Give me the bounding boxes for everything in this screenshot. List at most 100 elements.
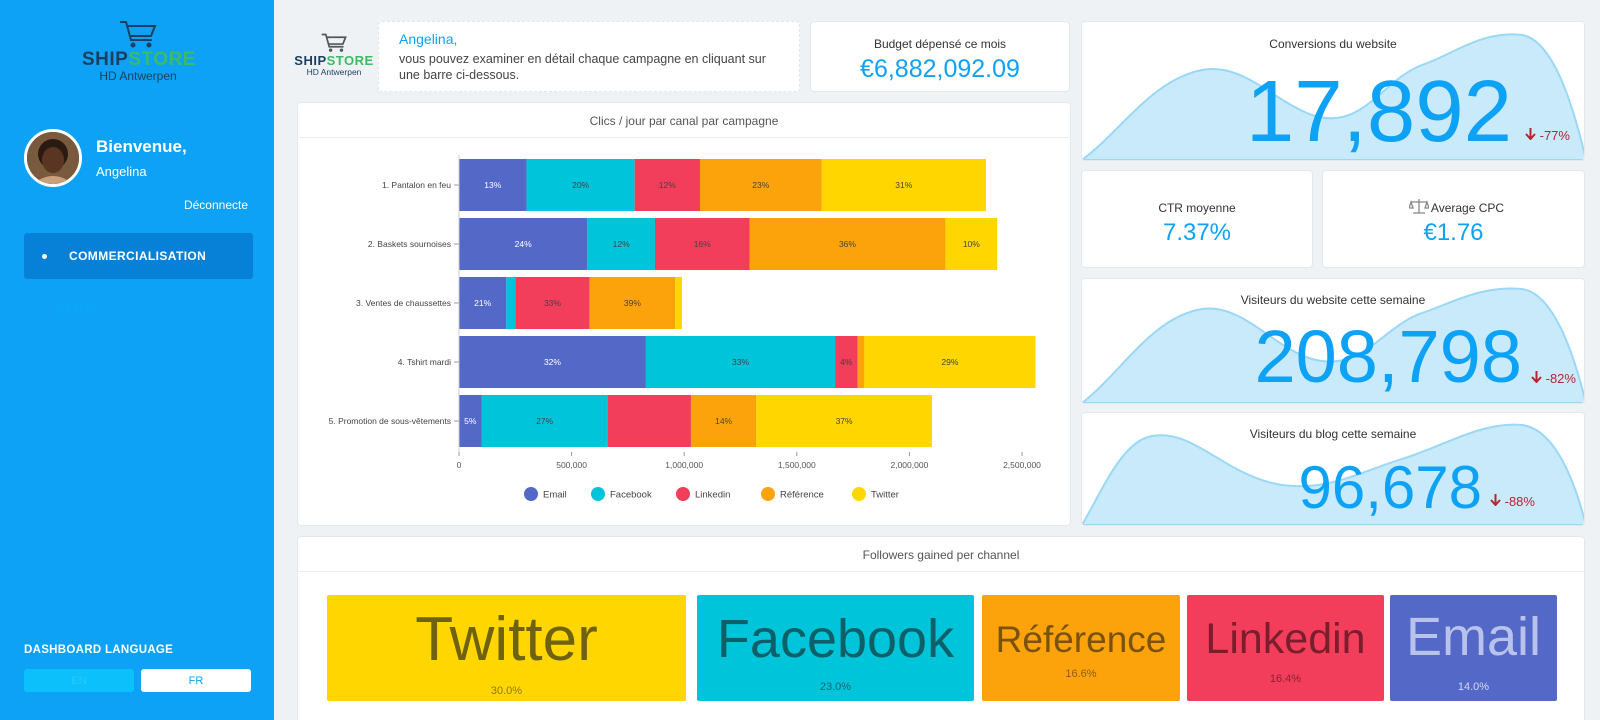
category-label: 5. Promotion de sous-vêtements [329, 416, 451, 426]
bar-segment[interactable] [459, 159, 527, 211]
language-en-button[interactable]: EN [24, 669, 134, 692]
bar-data-label: 32% [544, 357, 561, 367]
nav-item-commercialisation[interactable]: COMMERCIALISATION [24, 233, 253, 279]
follower-tile-linkedin[interactable]: Linkedin 16.4% [1187, 595, 1384, 701]
tile-name: Email [1405, 607, 1542, 667]
legend-label[interactable]: Linkedin [695, 490, 730, 501]
bar-segment[interactable] [459, 218, 588, 270]
bar-segment[interactable] [526, 159, 635, 211]
shopping-cart-icon [321, 33, 347, 52]
legend-label[interactable]: Facebook [610, 490, 652, 501]
bar-segment[interactable] [459, 277, 507, 329]
bar-segment[interactable] [654, 218, 750, 270]
cpc-title: Average CPC [1430, 201, 1505, 215]
shipstore-logo[interactable]: SHIPSTORE HD Antwerpen [82, 16, 195, 83]
ctr-value: 7.37% [1162, 219, 1232, 246]
bar-segment[interactable] [675, 277, 682, 329]
tile-name: Facebook [716, 609, 955, 669]
conversions-title: Conversions du website [1269, 37, 1397, 51]
bar-segment[interactable] [699, 159, 822, 211]
balance-scale-icon [1409, 199, 1429, 214]
bar-segment[interactable] [945, 218, 998, 270]
bar-segment[interactable] [835, 336, 858, 388]
followers-card: Followers gained per channel Twitter 30.… [297, 536, 1585, 720]
budget-card: Budget dépensé ce mois €6,882,092.09 [810, 21, 1070, 92]
follower-tile-email[interactable]: Email 14.0% [1390, 595, 1557, 701]
nav-item-ventes[interactable]: VENTES [57, 302, 108, 316]
bullet-icon [42, 253, 47, 259]
bar-segment[interactable] [690, 395, 757, 447]
bar-segment[interactable] [857, 336, 865, 388]
legend-swatch[interactable] [524, 487, 538, 501]
legend-label[interactable]: Référence [780, 490, 824, 501]
category-label: 1. Pantalon en feu [382, 180, 451, 190]
clicks-bar-chart: 1. Pantalon en feu 13% 20% 12% 23% 31% 2. Bask… [329, 155, 1041, 501]
blog-delta: -88% [1490, 494, 1535, 509]
bar-data-label: 13% [484, 180, 501, 190]
legend-label[interactable]: Email [543, 490, 567, 501]
legend-swatch[interactable] [852, 487, 866, 501]
ctr-title: CTR moyenne [1158, 201, 1236, 215]
legend-swatch[interactable] [676, 487, 690, 501]
nav-item-label: COMMERCIALISATION [69, 249, 207, 263]
arrow-down-icon [1525, 128, 1536, 141]
bar-segment[interactable] [587, 218, 655, 270]
bar-segment[interactable] [756, 395, 932, 447]
budget-value: €6,882,092.09 [860, 55, 1020, 83]
bar-segment[interactable] [481, 395, 608, 447]
arrow-down-icon [1490, 494, 1501, 507]
tile-percent: 23.0% [819, 681, 852, 693]
follower-tile-facebook[interactable]: Facebook 23.0% [697, 595, 974, 701]
bar-segment[interactable] [459, 395, 482, 447]
conversions-value: 17,892 [1245, 63, 1512, 160]
bar-segment[interactable] [864, 336, 1036, 388]
bar-segment[interactable] [506, 277, 516, 329]
sparkline-area [1082, 33, 1584, 160]
sparkline-area [1082, 423, 1584, 525]
header-logo: SHIPSTORE HD Antwerpen [294, 30, 374, 77]
bar-data-label: 5% [464, 416, 477, 426]
blog-value: 96,678 [1298, 454, 1482, 521]
legend-label[interactable]: Twitter [871, 490, 899, 501]
blog-visitors-card: Visiteurs du blog cette semaine 96,678 -… [1081, 412, 1585, 526]
conversions-delta: -77% [1525, 128, 1570, 143]
bar-segment[interactable] [821, 159, 986, 211]
conversions-card: Conversions du website 17,892 -77% [1081, 21, 1585, 161]
bar-segment[interactable] [459, 336, 646, 388]
legend-swatch[interactable] [761, 487, 775, 501]
bar-data-label: 12% [613, 239, 630, 249]
tile-percent: 16.6% [1065, 668, 1097, 680]
category-label: 2. Baskets sournoises [368, 239, 451, 249]
avatar[interactable] [24, 129, 82, 187]
sidebar: SHIPSTORE HD Antwerpen Bienvenue, Angeli… [0, 0, 274, 720]
ctr-card: CTR moyenne 7.37% [1081, 170, 1313, 268]
visitors-title: Visiteurs du website cette semaine [1240, 293, 1426, 307]
bar-segment[interactable] [749, 218, 946, 270]
bar-data-label: 27% [536, 416, 553, 426]
budget-title: Budget dépensé ce mois [873, 37, 1007, 51]
logout-link[interactable]: Déconnecte [183, 198, 248, 212]
logo-wordmark: SHIPSTORE [294, 53, 374, 68]
bar-data-label: 33% [732, 357, 749, 367]
user-photo [27, 132, 79, 184]
visitors-card: Visiteurs du website cette semaine 208,7… [1081, 278, 1585, 404]
bar-segment[interactable] [645, 336, 836, 388]
legend-swatch[interactable] [591, 487, 605, 501]
visitors-delta: -82% [1531, 371, 1576, 386]
bar-segment[interactable] [515, 277, 590, 329]
tile-name: Twitter [415, 605, 598, 674]
blog-title: Visiteurs du blog cette semaine [1249, 427, 1417, 441]
bar-data-label: 16% [694, 239, 711, 249]
bar-data-label: 4% [840, 357, 853, 367]
tile-percent: 30.0% [490, 685, 523, 697]
bar-segment[interactable] [607, 395, 691, 447]
follower-tile-reference[interactable]: Référence 16.6% [982, 595, 1180, 701]
chart-title: Clics / jour par canal par campagne [589, 114, 779, 128]
x-tick-label: 1,500,000 [778, 460, 816, 470]
clicks-chart-card: Clics / jour par canal par campagne 1. P… [297, 102, 1071, 526]
language-title: DASHBOARD LANGUAGE [24, 644, 174, 656]
language-fr-button[interactable]: FR [141, 669, 251, 692]
follower-tile-twitter[interactable]: Twitter 30.0% [327, 595, 686, 701]
bar-segment[interactable] [589, 277, 676, 329]
bar-segment[interactable] [634, 159, 700, 211]
